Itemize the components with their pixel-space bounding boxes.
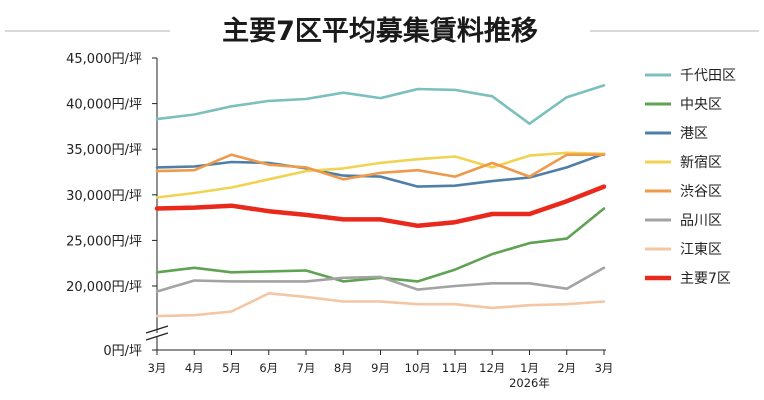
y-tick-label: 45,000円/坪 xyxy=(66,52,142,67)
x-tick-label: 6月 xyxy=(259,361,278,375)
title-group: 主要7区平均募集賃料推移 xyxy=(5,15,759,47)
x-tick-label: 2月 xyxy=(557,361,576,375)
series-line-主要7区 xyxy=(154,184,607,229)
year-label: 2026年 xyxy=(509,376,550,390)
x-tick-label: 7月 xyxy=(297,361,316,375)
x-tick-label: 5月 xyxy=(222,361,241,375)
series-line-品川区 xyxy=(155,266,606,293)
chart-title: 主要7区平均募集賃料推移 xyxy=(222,15,538,47)
legend-label-主要7区: 主要7区 xyxy=(680,271,731,287)
axis-break-mark xyxy=(145,332,169,341)
x-tick-label: 3月 xyxy=(148,361,167,375)
axis-group: 45,000円/坪 40,000円/坪 35,000円/坪 30,000円/坪 25,0… xyxy=(66,52,613,390)
legend-label-品川区: 品川区 xyxy=(680,213,722,229)
series-line-江東区 xyxy=(155,291,606,318)
x-tick-label: 1月 xyxy=(520,361,539,375)
x-tick-label: 4月 xyxy=(185,361,204,375)
x-tick-label: 9月 xyxy=(371,361,390,375)
legend-label-江東区: 江東区 xyxy=(680,242,722,258)
x-tick-label: 12月 xyxy=(479,361,505,375)
legend-label-新宿区: 新宿区 xyxy=(680,154,722,171)
series-line-千代田区 xyxy=(155,84,606,125)
y-tick-label: 40,000円/坪 xyxy=(66,98,142,113)
legend-label-中央区: 中央区 xyxy=(680,97,722,113)
y-tick-label: 20,000円/坪 xyxy=(66,280,142,295)
x-tick-label: 10月 xyxy=(405,361,431,375)
x-tick-label: 3月 xyxy=(595,361,614,375)
y-tick-label: 25,000円/坪 xyxy=(66,234,142,249)
x-tick-label: 11月 xyxy=(442,361,468,375)
legend-label-千代田区: 千代田区 xyxy=(680,68,736,84)
y-tick-label: 30,000円/坪 xyxy=(66,189,142,204)
legend-label-港区: 港区 xyxy=(680,126,708,142)
series-group xyxy=(154,84,607,318)
y-tick-label: 0円/坪 xyxy=(103,344,142,359)
axis-break-mark xyxy=(145,325,169,334)
x-tick-label: 8月 xyxy=(334,361,353,375)
legend-label-渋谷区: 渋谷区 xyxy=(680,184,722,200)
series-line-渋谷区 xyxy=(155,153,606,181)
y-tick-label: 35,000円/坪 xyxy=(66,143,142,158)
